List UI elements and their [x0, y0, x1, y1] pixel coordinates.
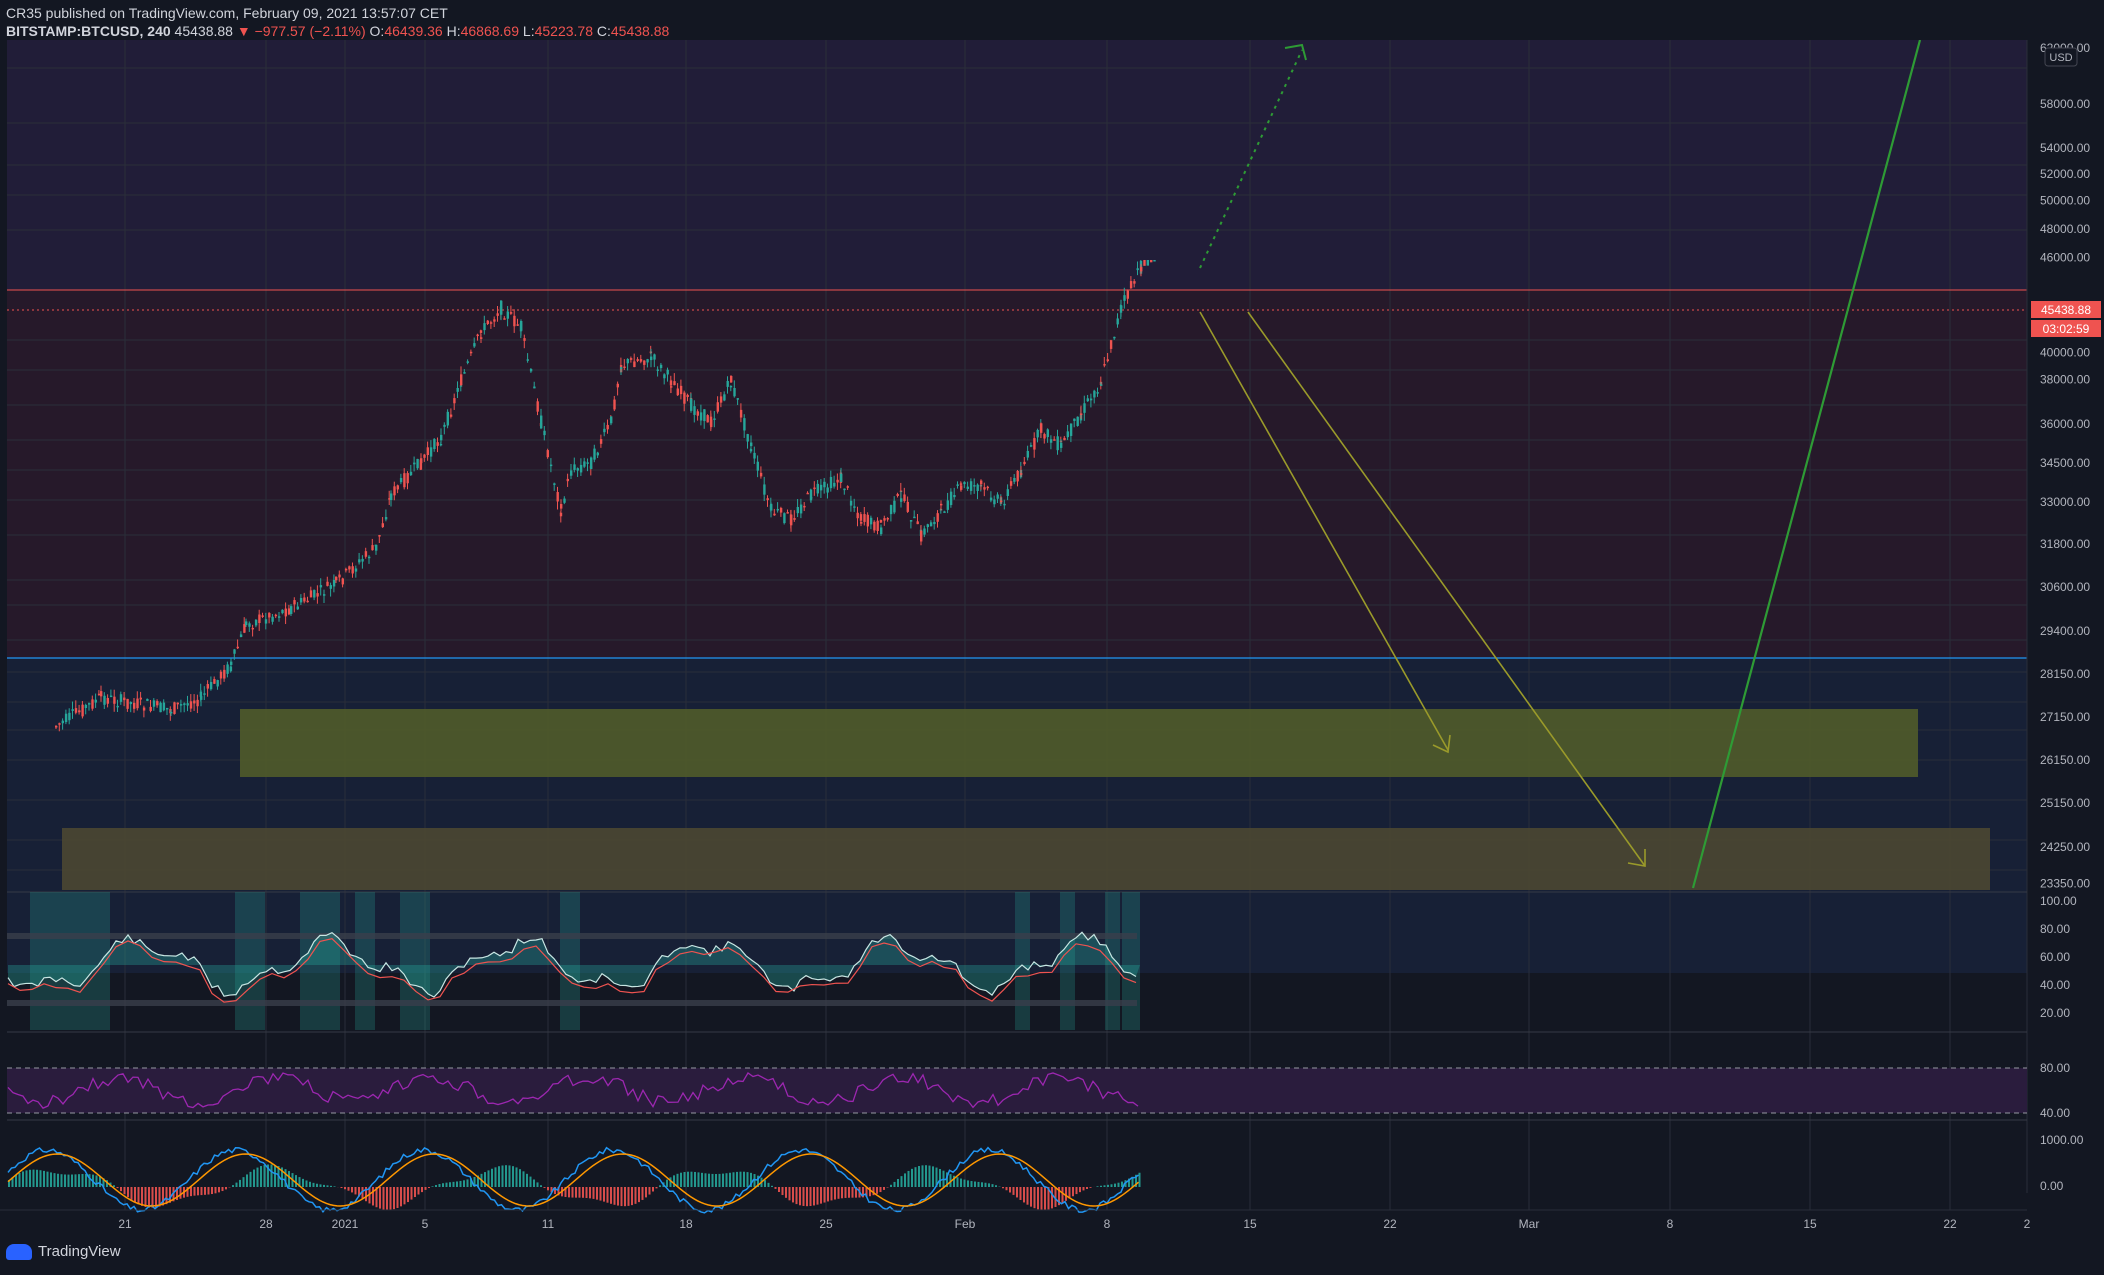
price-tick-label: 25150.00 [2040, 796, 2090, 810]
close-label: C: [596, 23, 611, 39]
open-label: O: [369, 23, 385, 39]
time-tick-label: 18 [679, 1217, 693, 1231]
projection-arrow-up-head [1284, 43, 1307, 61]
price-tick-label: 48000.00 [2040, 222, 2090, 236]
chart-area[interactable]: 62000.0058000.0054000.0052000.0050000.00… [0, 40, 2104, 1235]
ohlc-line: BITSTAMP:BTCUSD, 240 45438.88 ▼ −977.57 … [6, 22, 669, 40]
price-tick-label: 28150.00 [2040, 667, 2090, 681]
time-tick-label: 8 [1667, 1217, 1674, 1231]
time-tick-label: 11 [542, 1217, 555, 1231]
trend-line-green[interactable] [1691, 40, 1922, 889]
oscillator-tick-label: 40.00 [2040, 978, 2070, 992]
candlestick-series [55, 260, 1156, 732]
last-price: 45438.88 [174, 23, 233, 39]
price-axis[interactable]: 62000.0058000.0054000.0052000.0050000.00… [2026, 40, 2104, 1193]
macd-pane[interactable]: 1000.00 0.00 [7, 1119, 2084, 1214]
oscillator-pane[interactable]: 100.00 80.00 60.00 40.00 20.00 [7, 891, 2077, 1030]
price-tick-label: 33000.00 [2040, 495, 2090, 509]
projection-arrow-1-head [1432, 734, 1451, 754]
price-tick-label: 31800.00 [2040, 537, 2090, 551]
time-tick-label: 22 [1943, 1217, 1957, 1231]
demand-zone-yellow[interactable] [240, 709, 1918, 777]
publisher-line: CR35 published on TradingView.com, Febru… [6, 5, 448, 21]
symbol-label[interactable]: BITSTAMP:BTCUSD, 240 [6, 23, 171, 39]
oscillator-tick-label: 100.00 [2040, 894, 2077, 908]
price-tick-label: 54000.00 [2040, 141, 2090, 155]
chart-header: CR35 published on TradingView.com, Febru… [6, 4, 669, 40]
oscillator-tick-label: 60.00 [2040, 950, 2070, 964]
price-tick-label: 58000.00 [2040, 97, 2090, 111]
price-tick-label: 34500.00 [2040, 456, 2090, 470]
last-price-tag [2031, 301, 2101, 318]
brand-footer[interactable]: TradingView [6, 1243, 121, 1260]
time-tick-label: 8 [1104, 1217, 1111, 1231]
open-value: 46439.36 [384, 23, 443, 39]
rsi-tick-label: 80.00 [2040, 1061, 2070, 1075]
low-label: L: [522, 23, 535, 39]
demand-zone-orange[interactable] [62, 828, 1990, 890]
brand-label: TradingView [38, 1243, 121, 1260]
last-price-tag-text: 45438.88 [2041, 303, 2091, 317]
price-tick-label: 52000.00 [2040, 167, 2090, 181]
price-tick-label: 40000.00 [2040, 346, 2090, 360]
time-tick-label: 28 [259, 1217, 273, 1231]
time-tick-label: 25 [819, 1217, 833, 1231]
currency-badge[interactable] [2044, 47, 2078, 67]
oscillator-tick-label: 20.00 [2040, 1006, 2070, 1020]
oscillator-tick-label: 80.00 [2040, 922, 2070, 936]
countdown-tag [2031, 320, 2101, 337]
price-tick-label: 38000.00 [2040, 372, 2090, 386]
price-tick-label: 46000.00 [2040, 250, 2090, 264]
rsi-pane[interactable]: 80.00 40.00 [7, 1031, 2070, 1120]
time-tick-label: 22 [1383, 1217, 1397, 1231]
price-tick-label: 23350.00 [2040, 877, 2090, 891]
middle-shaded-region [7, 290, 2027, 698]
countdown-tag-text: 03:02:59 [2043, 322, 2090, 336]
projection-arrow-1[interactable] [1199, 311, 1449, 751]
time-tick-label: 2 [2024, 1217, 2031, 1231]
price-tick-label: 29400.00 [2040, 624, 2090, 638]
projection-arrow-2-head [1627, 849, 1646, 867]
low-value: 45223.78 [534, 23, 593, 39]
tradingview-logo-icon [6, 1243, 32, 1260]
close-value: 45438.88 [610, 23, 670, 39]
price-tick-label: 26150.00 [2040, 753, 2090, 767]
macd-tick-label: 0.00 [2040, 1179, 2064, 1193]
high-label: H: [446, 23, 461, 39]
price-tick-label: 27150.00 [2040, 710, 2090, 724]
time-tick-label: Mar [1519, 1217, 1540, 1231]
time-axis[interactable]: 21 28 2021 5 11 18 25 Feb 8 15 22 Mar 8 15 22 2 [0, 1209, 2031, 1231]
currency-label: USD [2049, 52, 2072, 64]
price-change: ▼ −977.57 (−2.11%) [236, 23, 366, 39]
macd-tick-label: 1000.00 [2040, 1133, 2084, 1147]
time-tick-label: 15 [1803, 1217, 1817, 1231]
time-tick-label: 21 [118, 1217, 132, 1231]
time-tick-label: 5 [422, 1217, 429, 1231]
price-tick-label: 36000.00 [2040, 417, 2090, 431]
rsi-tick-label: 40.00 [2040, 1106, 2070, 1120]
time-tick-label: Feb [955, 1217, 976, 1231]
price-tick-label: 50000.00 [2040, 194, 2090, 208]
time-tick-label: 15 [1243, 1217, 1257, 1231]
price-tick-label: 30600.00 [2040, 580, 2090, 594]
high-value: 46868.69 [460, 23, 520, 39]
projection-arrow-up[interactable] [1199, 49, 1303, 269]
time-tick-label: 2021 [332, 1217, 359, 1231]
projection-arrow-2[interactable] [1247, 311, 1646, 867]
price-tick-label: 24250.00 [2040, 840, 2090, 854]
